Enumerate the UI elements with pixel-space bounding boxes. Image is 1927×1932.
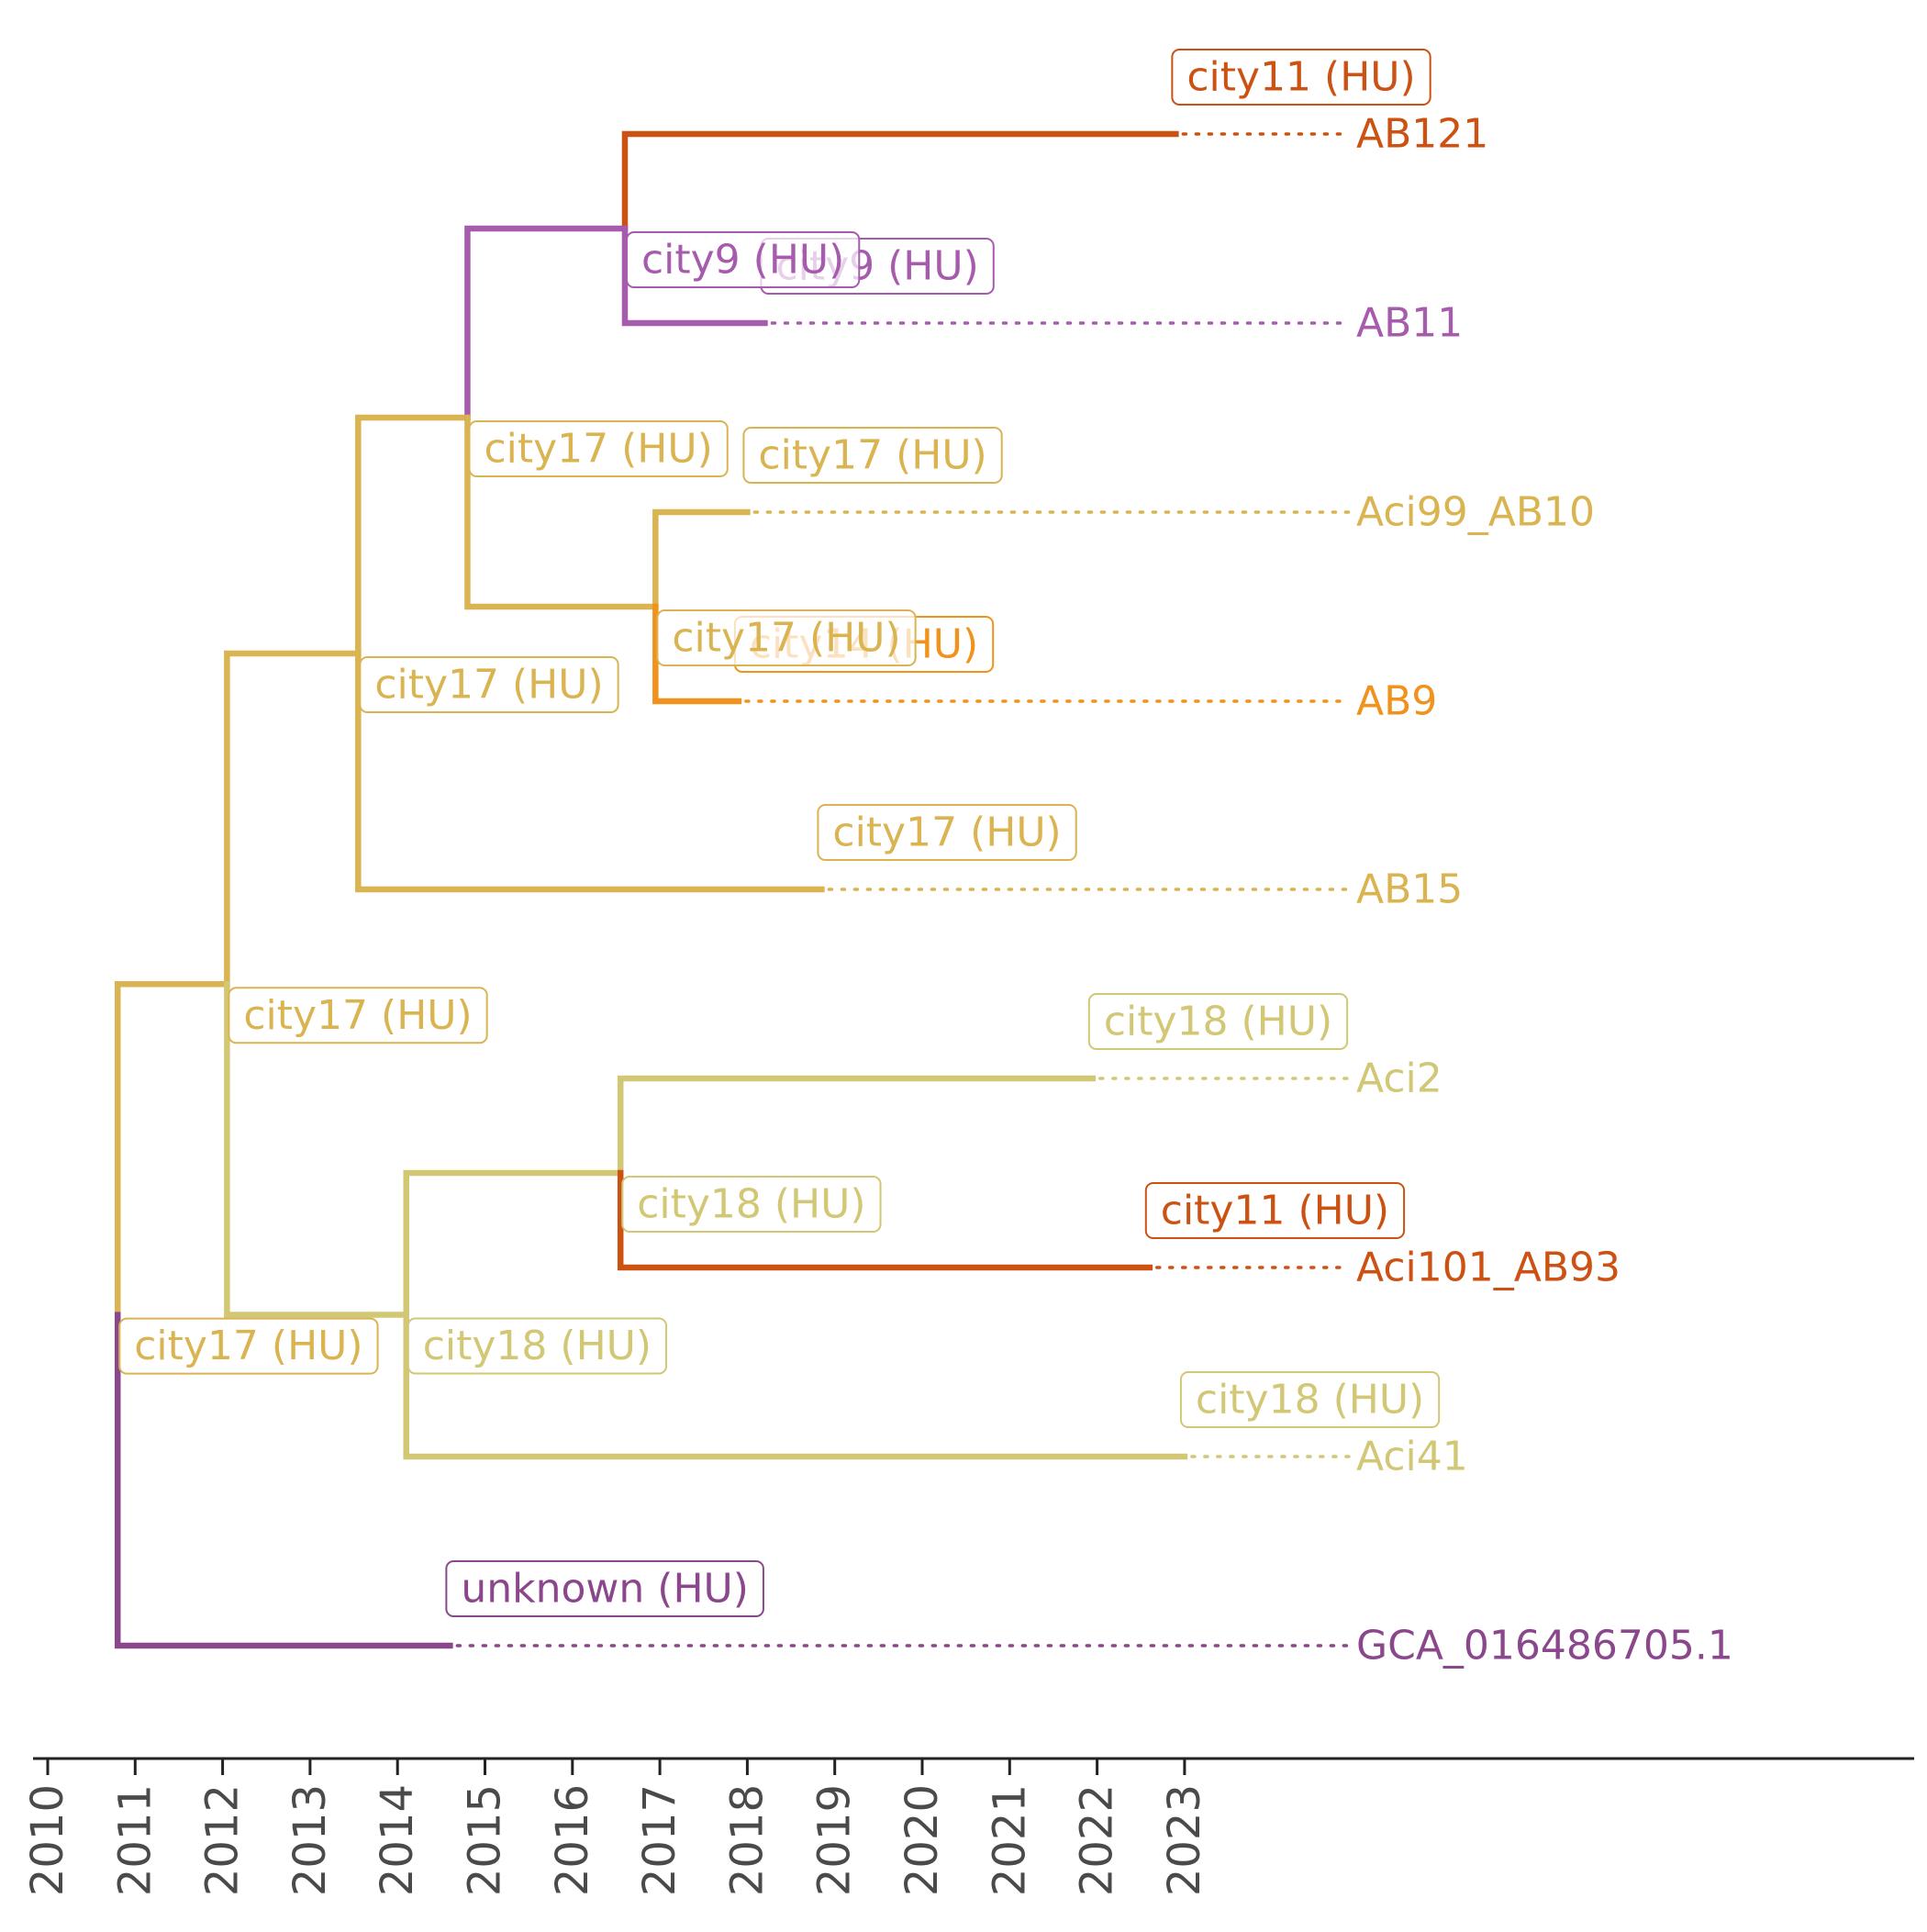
location-label-text: city18 (HU) <box>1104 999 1332 1045</box>
location-label-text: unknown (HU) <box>461 1566 749 1613</box>
location-label-text: city17 (HU) <box>832 810 1061 856</box>
tick-label-2012: 2012 <box>197 1784 249 1896</box>
tick-label-2016: 2016 <box>547 1784 598 1896</box>
tip-location-label: city11 (HU) <box>1171 49 1431 106</box>
location-label-text: city17 (HU) <box>243 992 472 1039</box>
tick-label-2017: 2017 <box>634 1784 685 1896</box>
branch <box>114 981 230 1318</box>
tip-location-label: city17 (HU) <box>742 427 1003 484</box>
tick-label-2019: 2019 <box>809 1784 861 1896</box>
node-location-label: city18 (HU) <box>407 1317 668 1375</box>
tick-label-2018: 2018 <box>721 1784 773 1896</box>
branch <box>224 650 362 988</box>
tip-label-AB11: AB11 <box>1356 300 1463 347</box>
node-location-label: city17 (HU) <box>359 656 619 713</box>
location-label-text: city17 (HU) <box>758 432 986 479</box>
location-label-box <box>468 420 729 477</box>
branch <box>652 508 751 610</box>
tick-label-2010: 2010 <box>22 1784 73 1896</box>
tip-label-Aci41: Aci41 <box>1356 1434 1468 1480</box>
location-label-text: city9 (HU) <box>641 237 844 284</box>
tree-branches <box>114 130 1188 1649</box>
time-axis: 2010 2011 2012 2013 2014 2015 2016 2017 2018 2019… <box>22 1757 1914 1896</box>
tip-label-Aci99_AB10: Aci99_AB10 <box>1356 489 1595 536</box>
tip-location-label: city17 (HU) <box>817 804 1077 861</box>
branch <box>355 650 825 893</box>
branch <box>621 130 1179 232</box>
node-location-label: city17 (HU) <box>228 987 488 1044</box>
location-label-box <box>1179 1371 1441 1428</box>
tip-location-label: city18 (HU) <box>1179 1371 1441 1428</box>
tip-location-label: city18 (HU) <box>1087 993 1349 1050</box>
location-label-text: city17 (HU) <box>484 426 712 473</box>
location-label-text: city18 (HU) <box>1196 1377 1424 1424</box>
tick-label-2015: 2015 <box>460 1784 511 1896</box>
tip-label-AB121: AB121 <box>1356 111 1488 158</box>
node-location-label: city9 (HU) <box>625 231 861 288</box>
location-label-box <box>817 804 1077 861</box>
tip-label-GCA_016486705.1: GCA_016486705.1 <box>1356 1623 1733 1670</box>
location-label-text: city17 (HU) <box>134 1323 362 1369</box>
branch <box>224 981 409 1318</box>
branch <box>464 414 659 610</box>
tick-label-2020: 2020 <box>897 1784 948 1896</box>
branch <box>617 1169 1153 1271</box>
tip-labels: AB121 AB11 Aci99_AB10 AB9 AB15 Aci2 Aci101_AB9… <box>1356 111 1733 1670</box>
branch <box>403 1169 624 1318</box>
location-label-text: city17 (HU) <box>374 662 603 709</box>
tick-label-2023: 2023 <box>1159 1784 1210 1896</box>
tick-label-2014: 2014 <box>372 1784 423 1896</box>
tick-label-2021: 2021 <box>984 1784 1035 1896</box>
node-location-label: city17 (HU) <box>118 1317 379 1375</box>
tip-location-label: city11 (HU) <box>1144 1182 1406 1239</box>
location-label-text: city11 (HU) <box>1186 54 1415 101</box>
branch <box>652 603 742 705</box>
tick-label-2013: 2013 <box>284 1784 336 1896</box>
branch <box>617 1075 1097 1177</box>
location-label-box <box>1144 1182 1406 1239</box>
tip-label-AB15: AB15 <box>1356 866 1463 913</box>
location-label-box <box>1171 49 1431 106</box>
location-label-box <box>407 1317 668 1375</box>
branch <box>114 1312 453 1649</box>
location-label-box <box>742 427 1003 484</box>
node-location-label: city17 (HU) <box>468 420 729 477</box>
location-label-text: city18 (HU) <box>423 1323 652 1369</box>
location-label-box <box>445 1560 764 1617</box>
location-label-box <box>118 1317 379 1375</box>
tip-guide-lines <box>455 132 1351 1647</box>
tick-label-2022: 2022 <box>1072 1784 1123 1896</box>
location-label-box <box>228 987 488 1044</box>
location-label-box <box>656 609 917 666</box>
tip-label-Aci101_AB93: Aci101_AB93 <box>1356 1245 1621 1291</box>
branch <box>621 225 768 327</box>
branch <box>464 225 629 421</box>
location-label-box <box>621 1176 882 1233</box>
tick-label-2011: 2011 <box>109 1784 161 1896</box>
node-location-label: city17 (HU) <box>656 609 917 666</box>
tip-label-Aci2: Aci2 <box>1356 1055 1442 1102</box>
location-label-box <box>625 231 861 288</box>
location-label-text: city18 (HU) <box>637 1181 865 1228</box>
location-labels: city11 (HU)city9 (HU)city17 (HU)city14 (… <box>118 49 1441 1617</box>
location-label-text: city17 (HU) <box>672 615 900 662</box>
location-label-box <box>359 656 619 713</box>
branch <box>355 414 471 657</box>
location-label-text: city11 (HU) <box>1161 1188 1389 1234</box>
location-label-box <box>1087 993 1349 1050</box>
node-location-label: city18 (HU) <box>621 1176 882 1233</box>
tip-location-label: unknown (HU) <box>445 1560 764 1617</box>
branch <box>403 1312 1188 1460</box>
tip-label-AB9: AB9 <box>1356 678 1437 725</box>
